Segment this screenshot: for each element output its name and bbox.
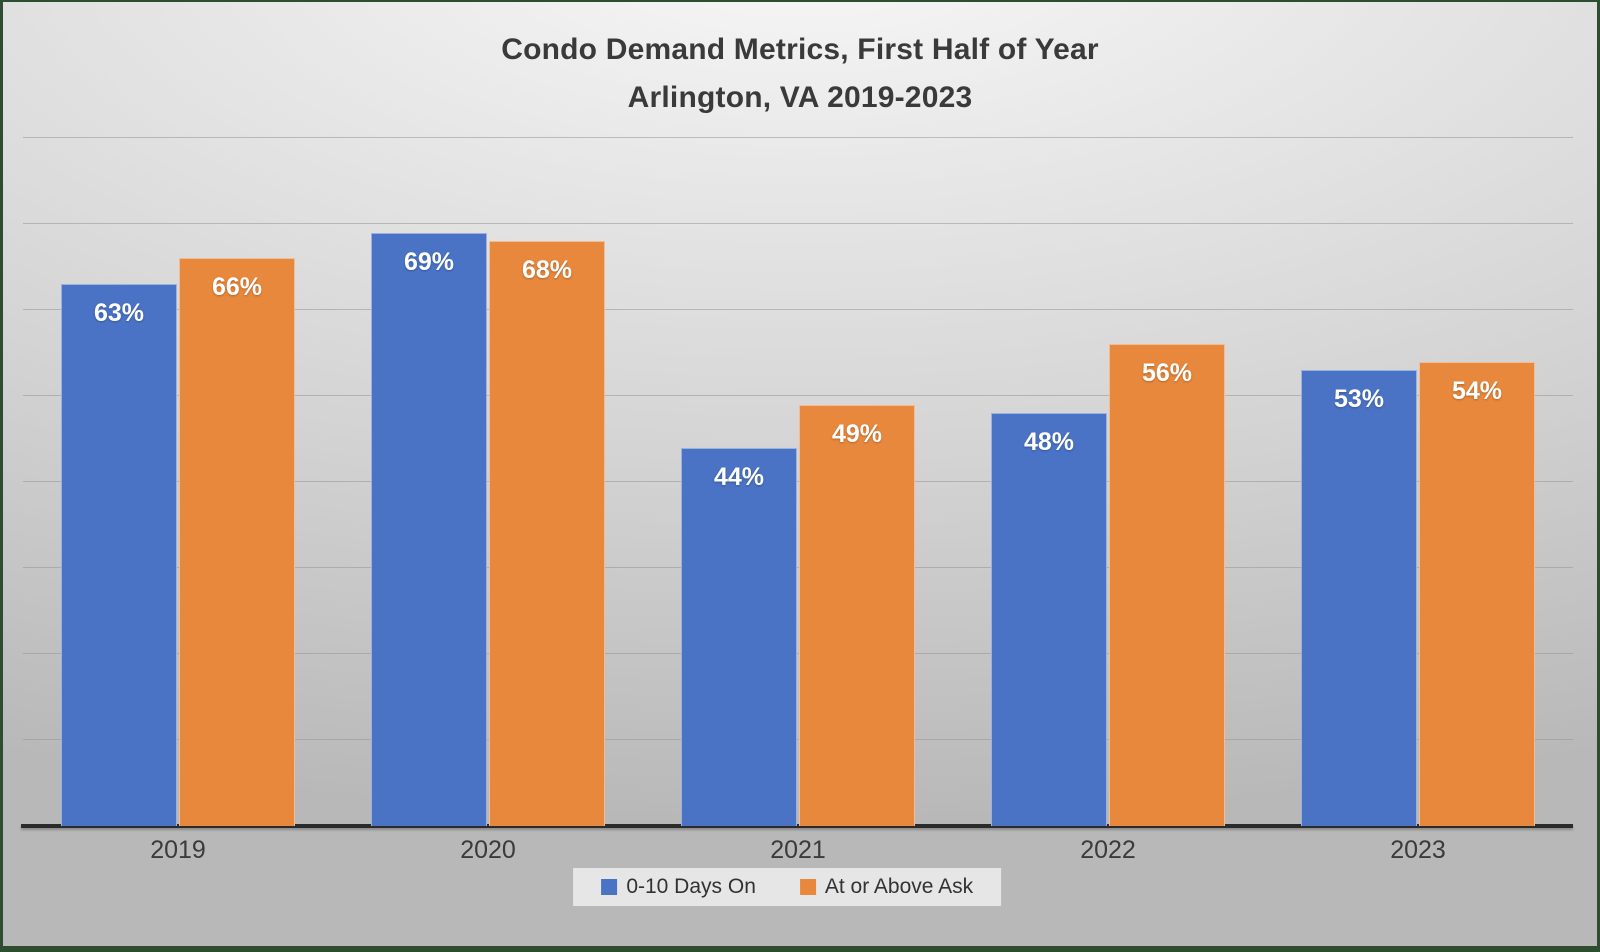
bar: 68% <box>489 241 605 826</box>
legend-label: 0-10 Days On <box>626 875 756 898</box>
bar-data-label: 54% <box>1451 376 1503 405</box>
chart-title-line2: Arlington, VA 2019-2023 <box>627 81 973 114</box>
bar-data-label: 44% <box>713 462 765 491</box>
gridline <box>23 481 1573 482</box>
gridline <box>23 395 1573 396</box>
bar-data-label: 56% <box>1141 359 1193 388</box>
legend-swatch-icon <box>799 879 816 895</box>
bar: 69% <box>371 232 487 826</box>
bar-data-label: 66% <box>211 273 263 302</box>
legend-item: At or Above Ask <box>799 875 974 899</box>
bar-group: 63% 66% <box>60 258 296 826</box>
x-axis-label: 2022 <box>1080 836 1136 864</box>
x-axis-label: 2023 <box>1390 836 1446 864</box>
bar: 49% <box>799 404 915 826</box>
bar: 48% <box>991 413 1107 826</box>
bar: 63% <box>61 284 177 826</box>
bar-data-label: 48% <box>1023 428 1075 457</box>
x-axis-label: 2020 <box>460 836 516 864</box>
bar: 54% <box>1419 361 1535 826</box>
bar-data-label: 68% <box>521 256 573 285</box>
gridline <box>23 739 1573 740</box>
legend-swatch-icon <box>601 879 618 895</box>
bar: 56% <box>1109 344 1225 826</box>
legend-item: 0-10 Days On <box>601 875 756 899</box>
bar-data-label: 63% <box>93 299 145 328</box>
bar: 53% <box>1301 370 1417 826</box>
x-axis-label: 2019 <box>150 836 206 864</box>
gridline <box>23 567 1573 568</box>
bar-data-label: 53% <box>1333 385 1385 414</box>
gridline <box>23 309 1573 310</box>
bar-data-label: 69% <box>403 247 455 276</box>
legend-label: At or Above Ask <box>824 875 974 898</box>
bar-group: 48% 56% <box>990 344 1226 826</box>
gridline <box>23 653 1573 654</box>
plot-area: 63% 66% 69% 68% 44% 49% 48% 56% 53% 54% <box>21 137 1573 828</box>
x-axis-label: 2021 <box>770 836 826 864</box>
bar-group: 44% 49% <box>680 404 916 826</box>
x-axis-line <box>21 824 1573 828</box>
chart-title-line1: Condo Demand Metrics, First Half of Year <box>501 33 1099 66</box>
bar: 66% <box>179 258 295 826</box>
gridline <box>23 223 1573 224</box>
bar: 44% <box>681 447 797 826</box>
bar-data-label: 49% <box>831 419 883 448</box>
bar-group: 69% 68% <box>370 232 606 826</box>
legend: 0-10 Days On At or Above Ask <box>573 868 1002 906</box>
bar-group: 53% 54% <box>1300 361 1536 826</box>
chart-title: Condo Demand Metrics, First Half of Year… <box>3 26 1597 122</box>
gridline <box>23 137 1573 138</box>
